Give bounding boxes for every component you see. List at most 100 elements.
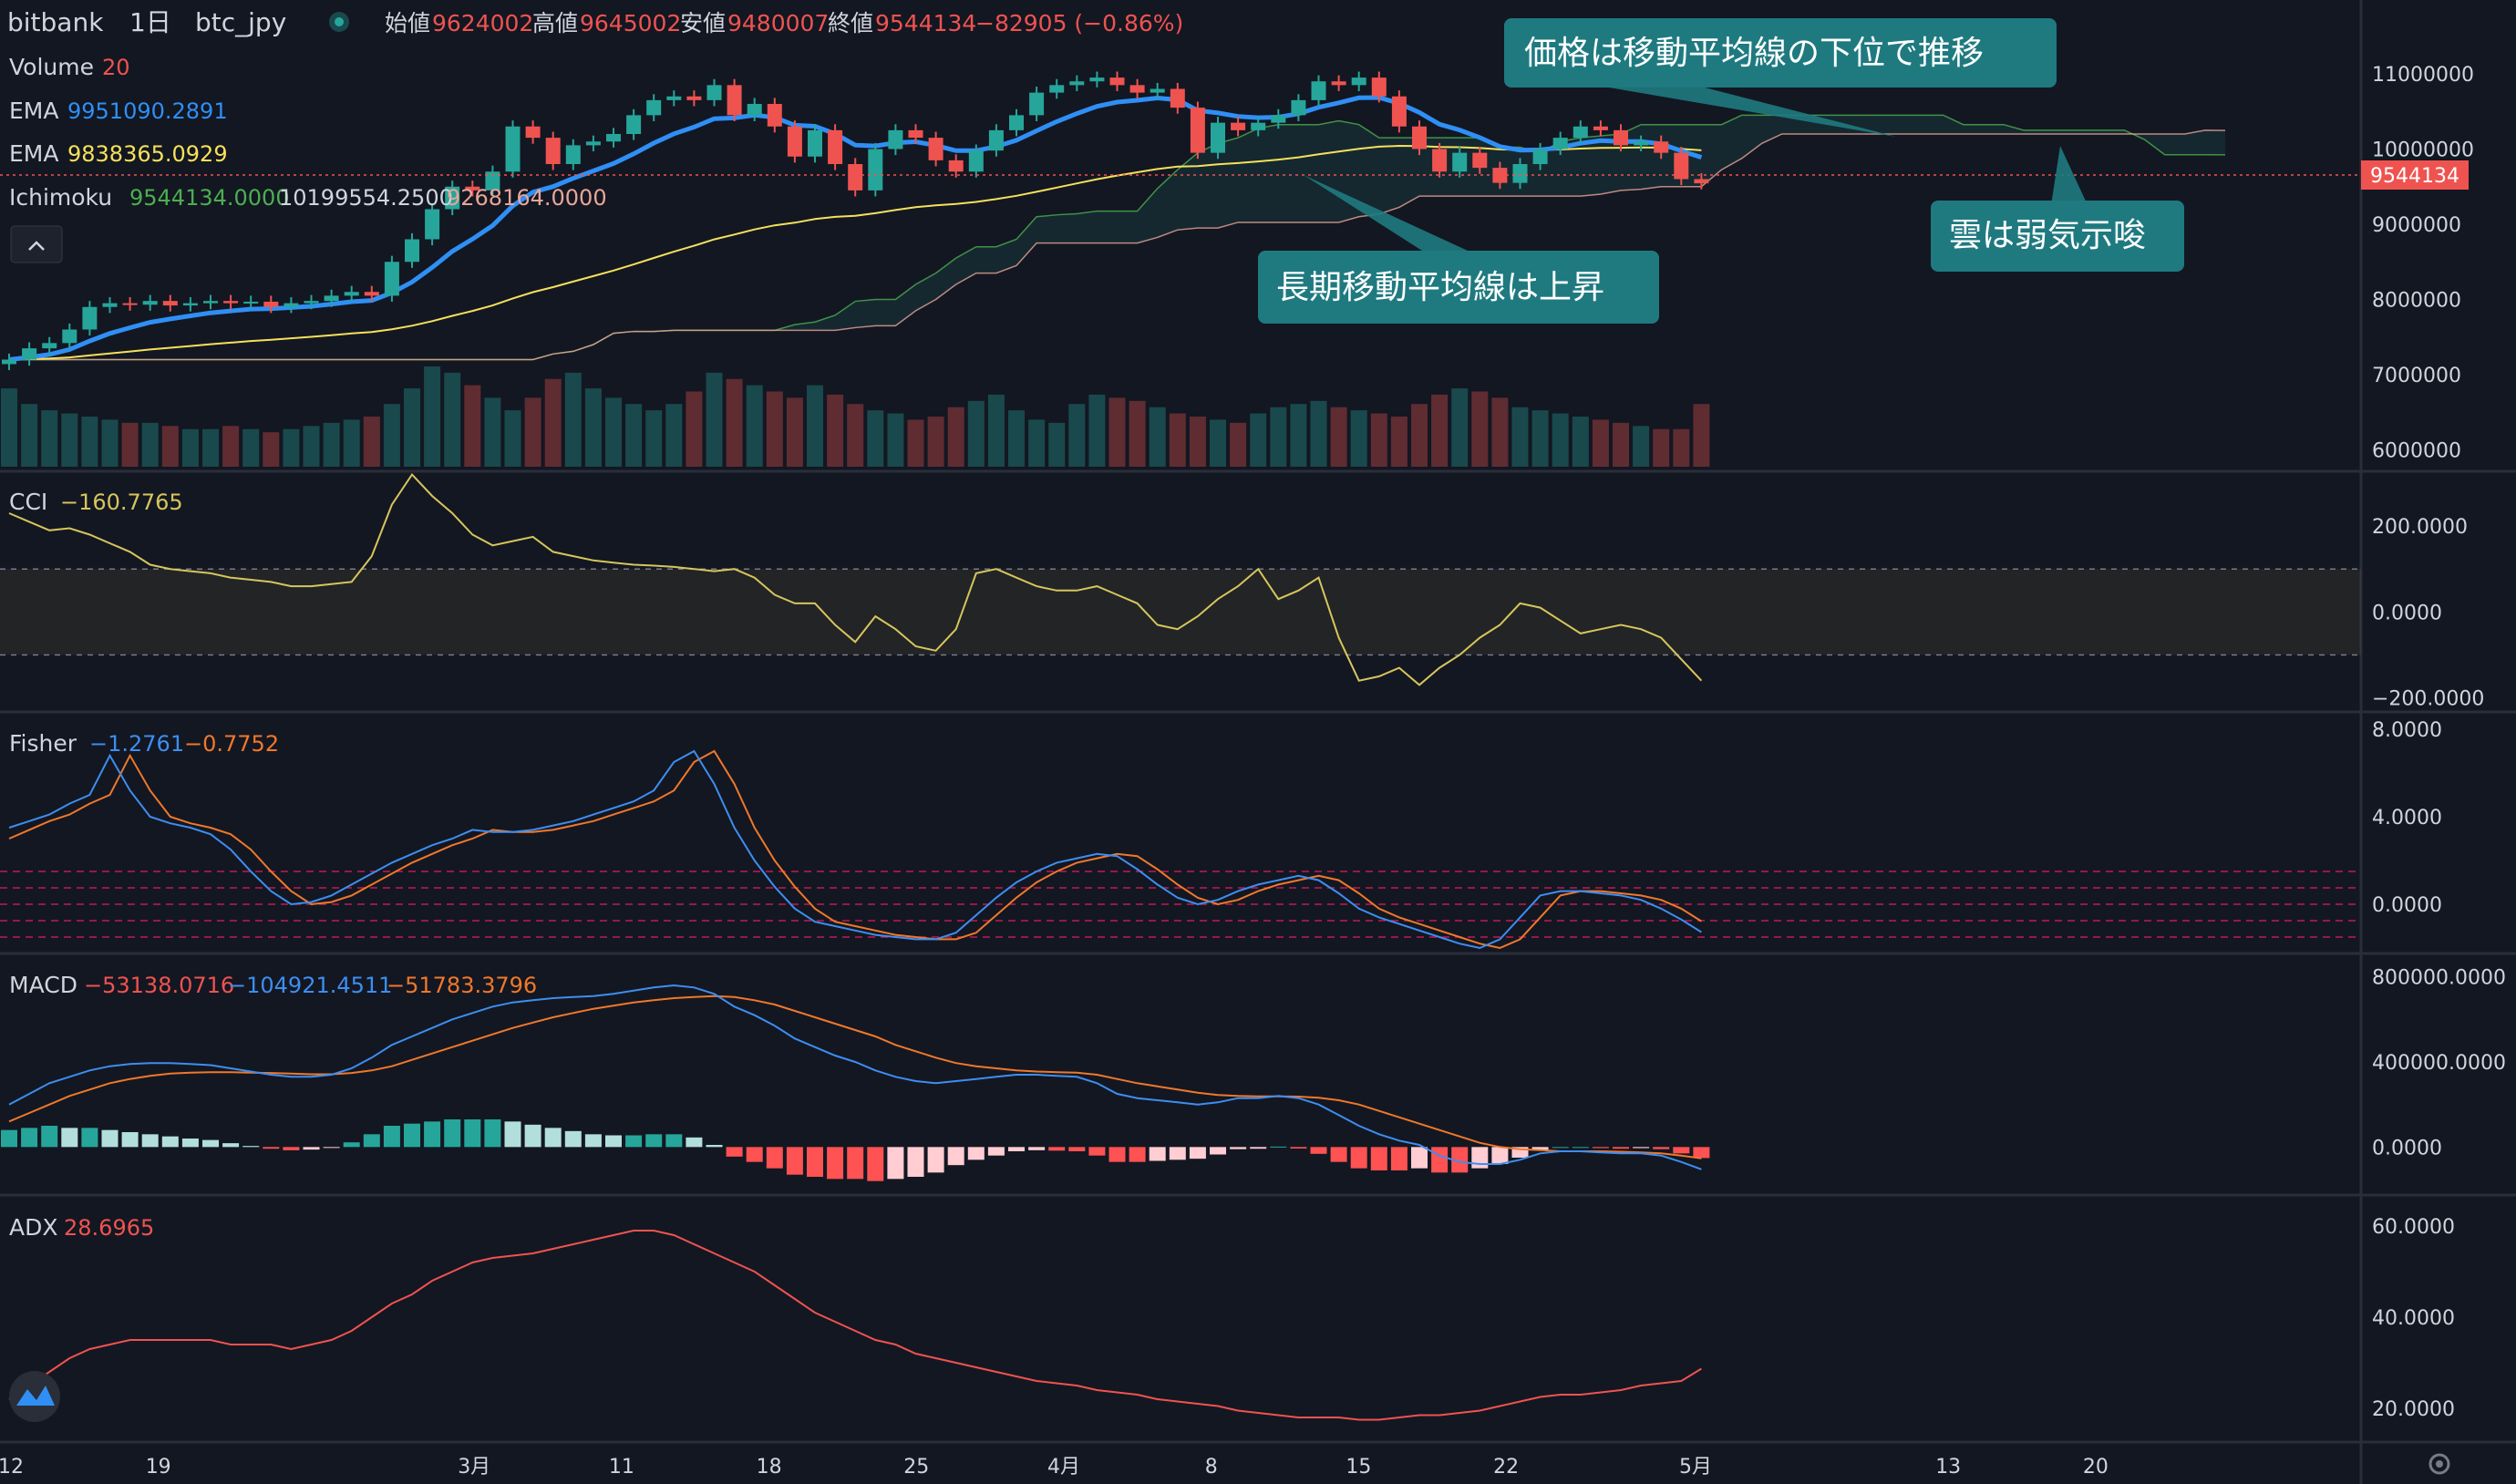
macd-histogram-bar	[1673, 1147, 1690, 1154]
macd-histogram-bar	[584, 1134, 602, 1148]
volume-bar	[1048, 422, 1066, 467]
ema2-legend-name: EMA	[9, 140, 58, 167]
market-status-dot	[335, 17, 344, 26]
candle-body	[1412, 126, 1427, 149]
candle-body	[1391, 96, 1407, 127]
candle-body	[1614, 129, 1628, 146]
macd-histogram-bar	[726, 1147, 743, 1157]
macd-histogram-bar	[1189, 1147, 1206, 1159]
volume-bar	[1189, 417, 1206, 467]
candle-body	[182, 303, 198, 306]
volume-bar	[404, 388, 420, 467]
volume-bar	[564, 372, 582, 467]
volume-bar	[1390, 417, 1408, 467]
cci-band	[0, 569, 2361, 655]
macd-histogram-bar	[263, 1147, 280, 1149]
candle-body	[868, 149, 883, 191]
tradingview-logo[interactable]	[9, 1371, 60, 1422]
macd-line	[8, 984, 1702, 1170]
candle-body	[42, 343, 57, 349]
macd-histogram-bar	[1411, 1147, 1428, 1169]
volume-bar	[605, 397, 622, 467]
volume-bar	[967, 400, 985, 467]
ichimoku-legend-v1: 9544134.0000	[129, 185, 290, 211]
macd-histogram-bar	[706, 1145, 723, 1148]
macd-histogram-bar	[605, 1135, 622, 1148]
macd-histogram-bar	[1210, 1147, 1226, 1155]
indicator-axis-tick: 8.0000	[2372, 719, 2442, 742]
macd-signal-line	[8, 994, 1702, 1159]
macd-histogram-bar	[686, 1137, 703, 1148]
candle-body	[968, 150, 984, 172]
macd-legend-name: MACD	[9, 972, 77, 998]
adx-line	[8, 1230, 1702, 1421]
cci-legend-value: −160.7765	[60, 490, 183, 515]
cci-legend-name: CCI	[9, 489, 47, 515]
volume-bar	[584, 388, 602, 467]
candle-body	[223, 301, 239, 304]
volume-bar	[746, 385, 763, 467]
settings-gear-icon[interactable]	[2428, 1453, 2450, 1475]
interval-label: 1日	[129, 7, 171, 37]
indicator-axis-tick: 0.0000	[2372, 1137, 2442, 1159]
macd-histogram-bar	[1511, 1147, 1529, 1158]
current-price-tag	[2361, 160, 2469, 190]
collapse-legend-button[interactable]	[10, 225, 63, 263]
annotation-long-ma-rising[interactable]: 長期移動平均線は上昇	[1258, 175, 1659, 324]
volume-bar	[1129, 400, 1146, 467]
volume-bar	[1531, 410, 1549, 467]
candle-body	[1049, 85, 1065, 93]
volume-bar	[645, 410, 663, 467]
volume-bar	[786, 397, 803, 467]
annotation-2-text: 長期移動平均線は上昇	[1276, 269, 1604, 306]
annotation-bearish-cloud[interactable]: 雲は弱気示唆	[1931, 146, 2184, 272]
adx-legend-value: 28.6965	[64, 1215, 154, 1241]
macd-histogram-bar	[1108, 1147, 1126, 1162]
candle-body	[626, 115, 642, 134]
macd-histogram-bar	[746, 1147, 763, 1162]
candle-body	[1129, 85, 1145, 93]
chart-header: bitbank 1日 btc_jpy 始値 9624002 高値 9645002…	[7, 7, 1183, 37]
macd-histogram-bar	[1008, 1147, 1025, 1151]
macd-histogram-bar	[383, 1126, 400, 1148]
macd-legend-v2: −104921.4511	[228, 973, 392, 998]
candle-body	[142, 301, 158, 305]
volume-bar	[81, 417, 98, 467]
macd-histogram-bar	[807, 1147, 823, 1177]
annotation-price-below-ma[interactable]: 価格は移動平均線の下位で推移	[1504, 18, 2057, 137]
volume-bar	[21, 404, 38, 467]
volume-bar	[1370, 413, 1387, 467]
volume-bar	[363, 417, 380, 467]
macd-histogram-bar	[967, 1147, 985, 1160]
candle-body	[122, 303, 138, 305]
macd-histogram-bar	[1028, 1147, 1046, 1150]
macd-histogram-bar	[1693, 1147, 1710, 1159]
macd-histogram-bar	[1068, 1147, 1086, 1151]
candle-body	[747, 104, 762, 116]
macd-histogram-bar	[404, 1123, 420, 1148]
candle-body	[324, 295, 339, 302]
volume-bar	[283, 428, 300, 467]
macd-histogram-bar	[303, 1147, 320, 1150]
candle-body	[1069, 81, 1085, 86]
volume-bar	[1230, 422, 1247, 467]
volume-bar	[1330, 407, 1347, 467]
macd-histogram-bar	[1390, 1147, 1408, 1170]
volume-bar	[263, 432, 280, 467]
volume-bar	[1572, 417, 1589, 467]
volume-bar	[1, 388, 17, 467]
macd-histogram-bar	[323, 1147, 340, 1149]
candle-body	[1109, 77, 1125, 86]
candle-body	[22, 348, 37, 360]
low-label: 安値	[680, 10, 726, 36]
volume-bar	[1511, 407, 1529, 467]
candle-body	[1532, 149, 1548, 164]
indicator-axis-tick: 800000.0000	[2372, 967, 2506, 990]
volume-bar	[1431, 394, 1449, 467]
high-label: 高値	[532, 10, 578, 36]
volume-bar	[343, 419, 360, 467]
volume-bar	[41, 410, 58, 467]
axes: 6000000 7000000 8000000 9000000 10000000 1100…	[0, 64, 2506, 1479]
ema1-legend-value: 9951090.2891	[67, 98, 228, 124]
